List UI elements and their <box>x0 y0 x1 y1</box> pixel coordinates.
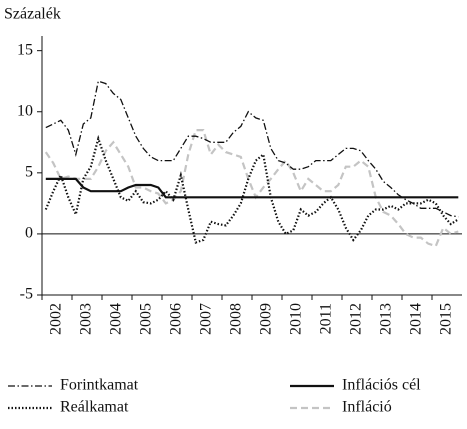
x-tick-label: 2013 <box>378 303 395 335</box>
x-tick-label: 2008 <box>228 303 245 335</box>
x-tick-label: 2010 <box>288 303 305 335</box>
series-line <box>44 129 459 248</box>
legend-label: Reálkamat <box>60 399 129 416</box>
legend-label: Forintkamat <box>60 377 139 394</box>
legend-label: Infláció <box>342 399 392 416</box>
x-tick-label: 2004 <box>108 303 125 335</box>
x-tick-label: 2014 <box>408 303 425 335</box>
x-tick-label: 2009 <box>258 303 275 335</box>
x-tick-label: 2002 <box>48 303 65 335</box>
y-tick-label: 15 <box>17 41 33 58</box>
y-tick-label: -5 <box>20 286 33 303</box>
series-line <box>45 177 459 199</box>
x-tick-label: 2003 <box>78 303 95 335</box>
series-line <box>45 80 459 218</box>
x-tick-label: 2007 <box>198 303 215 335</box>
series-line <box>44 134 459 244</box>
x-tick-label: 2005 <box>138 303 155 335</box>
legend-label: Inflációs cél <box>342 377 421 394</box>
y-tick-label: 10 <box>17 102 33 119</box>
x-tick-label: 2015 <box>438 303 455 335</box>
x-tick-label: 2012 <box>348 303 365 335</box>
x-tick-label: 2006 <box>168 303 185 335</box>
y-tick-label: 5 <box>25 164 33 181</box>
x-tick-label: 2011 <box>318 303 335 334</box>
y-axis-label: Százalék <box>4 6 61 23</box>
y-tick-label: 0 <box>25 225 33 242</box>
